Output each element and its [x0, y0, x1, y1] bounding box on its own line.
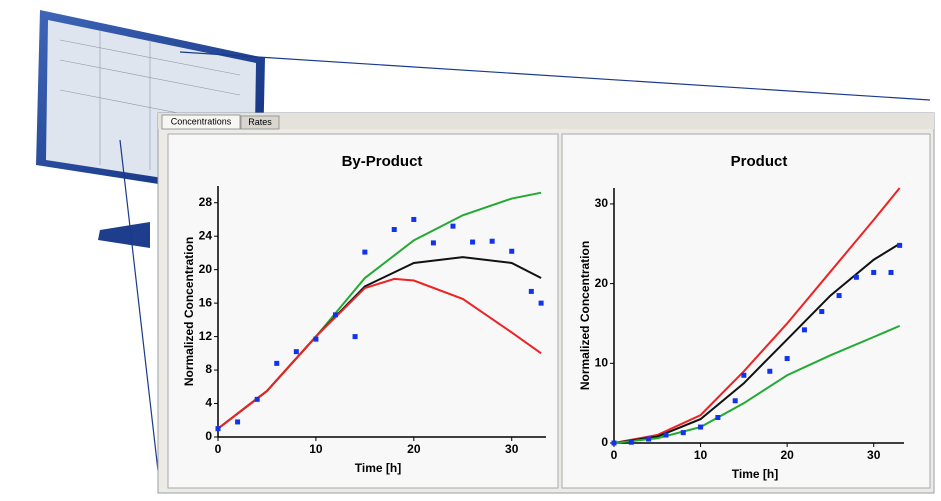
data-point — [871, 269, 877, 275]
data-point — [888, 269, 894, 275]
data-point — [538, 300, 544, 306]
data-point — [611, 440, 617, 446]
tab[interactable] — [240, 115, 280, 130]
data-point — [391, 227, 397, 233]
y-axis-label: Normalized Concentration — [182, 237, 196, 386]
data-point — [680, 430, 686, 436]
monitor-stand — [98, 222, 150, 248]
data-point — [897, 242, 903, 248]
data-point — [411, 216, 417, 222]
data-point — [853, 274, 859, 280]
y-tick-label: 0 — [601, 435, 608, 449]
x-tick-label: 20 — [780, 448, 794, 462]
data-point — [698, 424, 704, 430]
data-point — [430, 240, 436, 246]
tab-label[interactable]: Rates — [248, 117, 272, 127]
data-point — [836, 293, 842, 299]
data-point — [732, 398, 738, 404]
x-axis-label: Time [h] — [732, 467, 778, 481]
y-tick-label: 16 — [199, 295, 213, 309]
chart-title: By-Product — [342, 153, 423, 170]
y-tick-label: 10 — [595, 355, 609, 369]
data-point — [509, 248, 515, 254]
chart-panel — [167, 133, 559, 489]
data-point — [235, 419, 241, 425]
data-point — [274, 360, 280, 366]
chart-panel — [561, 133, 931, 489]
data-point — [293, 349, 299, 355]
y-tick-label: 28 — [199, 195, 213, 209]
y-tick-label: 8 — [205, 362, 212, 376]
x-tick-label: 0 — [611, 448, 618, 462]
data-point — [450, 223, 456, 229]
tab-label[interactable]: Concentrations — [171, 116, 232, 126]
data-point — [489, 238, 495, 244]
y-tick-label: 20 — [595, 276, 609, 290]
data-point — [362, 249, 368, 255]
x-tick-label: 30 — [867, 448, 881, 462]
chart-title: Product — [731, 153, 788, 170]
data-point — [741, 372, 747, 378]
x-tick-label: 30 — [505, 442, 519, 456]
x-tick-label: 10 — [694, 448, 708, 462]
data-point — [715, 415, 721, 420]
data-line — [613, 187, 901, 444]
tab-bar — [158, 113, 934, 129]
tab[interactable] — [161, 114, 241, 130]
data-point — [767, 368, 773, 374]
data-point — [819, 309, 825, 315]
data-point — [801, 327, 807, 333]
data-point — [784, 356, 790, 362]
y-tick-label: 20 — [199, 262, 213, 276]
data-point — [332, 312, 338, 318]
x-axis-label: Time [h] — [355, 461, 401, 475]
y-axis-label: Normalized Concentration — [578, 241, 592, 390]
data-point — [352, 334, 358, 340]
y-tick-label: 0 — [205, 429, 212, 443]
y-tick-label: 24 — [199, 228, 213, 242]
x-tick-label: 20 — [407, 442, 421, 456]
data-point — [470, 239, 476, 245]
data-line — [217, 277, 542, 430]
x-tick-label: 0 — [215, 442, 222, 456]
data-point — [254, 396, 260, 402]
data-point — [313, 336, 319, 342]
data-point — [663, 432, 669, 438]
y-tick-label: 12 — [199, 329, 213, 343]
y-tick-label: 4 — [205, 396, 212, 410]
data-point — [528, 288, 534, 294]
x-tick-label: 10 — [309, 442, 323, 456]
data-point — [646, 436, 652, 442]
data-point — [215, 426, 221, 432]
data-point — [628, 439, 634, 445]
zoom-lines — [119, 51, 931, 489]
y-tick-label: 30 — [595, 196, 609, 210]
